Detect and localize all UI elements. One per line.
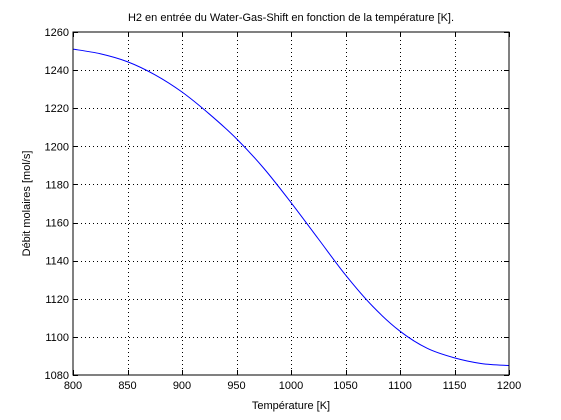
y-tick-label: 1160 [45, 218, 69, 230]
y-tick-label: 1200 [45, 141, 69, 153]
y-tick-label: 1140 [45, 256, 69, 268]
x-axis-label: Température [K] [252, 400, 330, 412]
x-tick-label: 900 [173, 380, 191, 392]
x-tick-label: 850 [118, 380, 136, 392]
y-tick-label: 1080 [45, 370, 69, 382]
y-tick-label: 1260 [45, 27, 69, 39]
x-tick-label: 1150 [443, 380, 467, 392]
x-tick-label: 1050 [333, 380, 357, 392]
y-axis-label: Débit molaires [mol/s] [21, 151, 33, 257]
chart-title: H2 en entrée du Water-Gas-Shift en fonct… [128, 12, 454, 24]
x-tick-label: 1200 [497, 380, 521, 392]
y-tick-label: 1120 [45, 294, 69, 306]
y-tick-label: 1220 [45, 103, 69, 115]
y-tick-label: 1240 [45, 65, 69, 77]
x-tick-label: 1100 [388, 380, 412, 392]
plot-area-background [73, 32, 509, 375]
x-tick-label: 1000 [279, 380, 303, 392]
y-tick-label: 1180 [45, 179, 69, 191]
y-tick-label: 1100 [45, 332, 69, 344]
x-tick-label: 950 [227, 380, 245, 392]
